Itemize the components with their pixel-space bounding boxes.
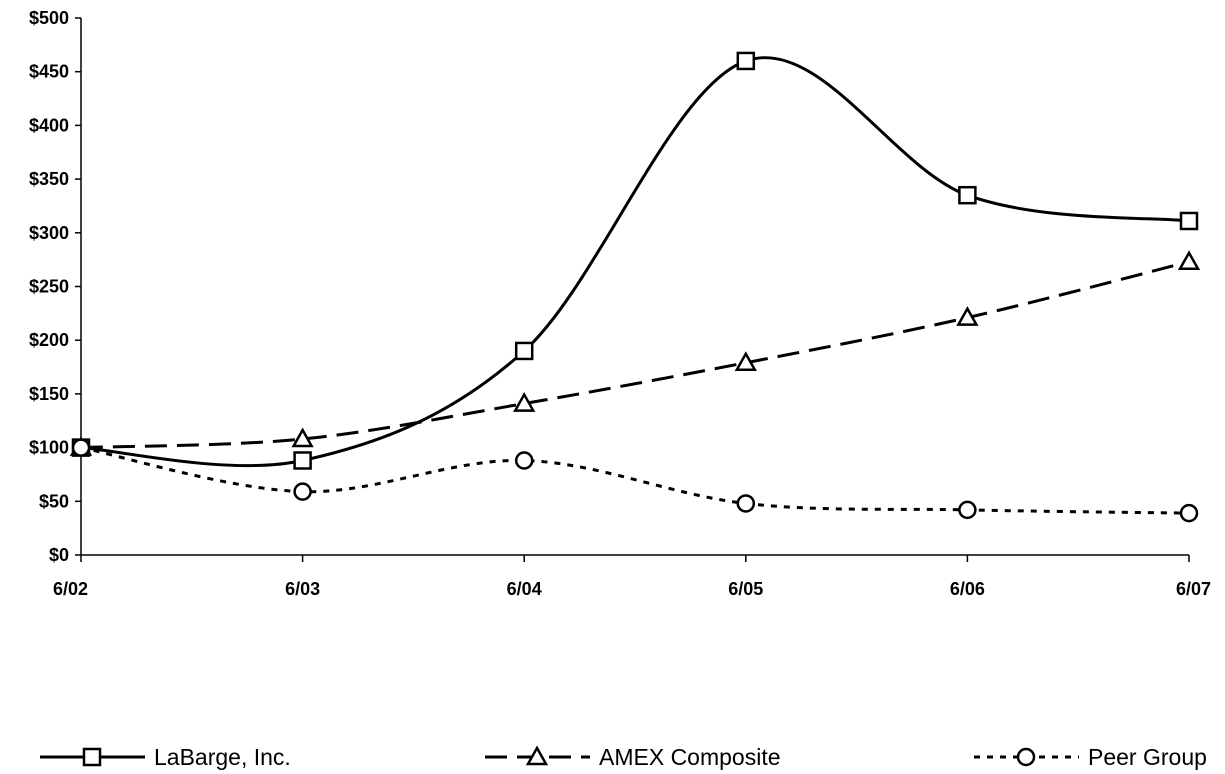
data-point-circle	[736, 494, 756, 513]
legend-item: Peer Group	[974, 744, 1207, 770]
legend-marker-square	[82, 747, 102, 767]
legend-label: Peer Group	[1088, 744, 1207, 770]
x-tick-label: 6/04	[507, 579, 542, 599]
x-tick-label: 6/07	[1176, 579, 1211, 599]
y-tick-label: $350	[29, 169, 69, 189]
data-point-triangle	[1177, 250, 1201, 271]
data-point-square	[958, 185, 977, 205]
data-point-square	[293, 451, 312, 470]
y-tick-label: $50	[39, 491, 69, 511]
legend-marker-triangle	[525, 745, 549, 766]
y-tick-label: $250	[29, 277, 69, 297]
legend-label: LaBarge, Inc.	[154, 744, 291, 770]
data-point-circle	[514, 451, 534, 470]
y-tick-label: $150	[29, 384, 69, 404]
y-tick-label: $450	[29, 62, 69, 82]
x-tick-label: 6/03	[285, 579, 320, 599]
data-point-circle	[293, 482, 312, 501]
y-tick-label: $200	[29, 330, 69, 350]
y-tick-label: $0	[49, 545, 69, 565]
series-line-triangle	[80, 260, 1190, 450]
legend-marker-circle	[1016, 747, 1036, 767]
series-lines	[80, 56, 1190, 515]
y-tick-label: $300	[29, 223, 69, 243]
legend-label: AMEX Composite	[599, 744, 781, 770]
data-point-circle	[1179, 503, 1199, 523]
series-line-circle	[80, 446, 1190, 515]
data-point-triangle	[956, 306, 979, 326]
x-tick-label: 6/06	[950, 579, 985, 599]
data-point-triangle	[734, 351, 757, 372]
legend: LaBarge, Inc. AMEX Composite Peer Group	[40, 744, 1207, 770]
data-point-triangle	[291, 427, 314, 448]
x-axis: 6/02 6/03 6/04 6/05 6/06 6/07	[53, 554, 1211, 599]
y-tick-label: $500	[29, 8, 69, 28]
series-line-square	[80, 56, 1190, 468]
legend-item: LaBarge, Inc.	[40, 744, 291, 770]
data-point-circle	[71, 438, 91, 457]
data-point-circle	[958, 500, 977, 520]
data-point-triangle	[513, 392, 536, 412]
series-markers	[69, 51, 1201, 523]
y-tick-label: $400	[29, 115, 69, 135]
y-axis: $0 $50 $100 $150 $200 $250 $300 $350 $400 $450 $50…	[29, 8, 82, 565]
x-tick-label: 6/02	[53, 579, 88, 599]
y-tick-label: $100	[29, 438, 69, 458]
x-tick-label: 6/05	[728, 579, 763, 599]
legend-item: AMEX Composite	[485, 744, 781, 770]
data-point-square	[1179, 211, 1199, 231]
data-point-square	[736, 51, 756, 71]
data-point-square	[514, 341, 534, 361]
